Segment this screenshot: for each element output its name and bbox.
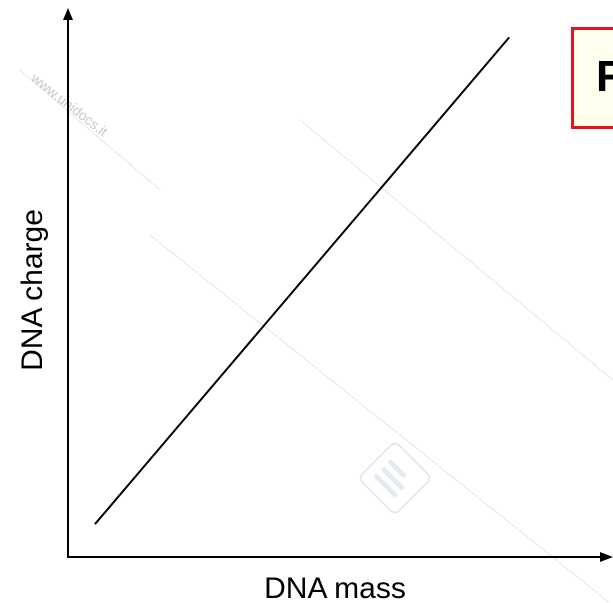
y-axis-title: DNA charge	[16, 209, 49, 371]
callout-text: R	[596, 52, 613, 101]
watermark-text: www.unidocs.it	[27, 69, 111, 139]
unidocs-logo-icon	[359, 442, 431, 514]
y-axis-arrow-icon	[63, 8, 73, 20]
watermark-lines	[19, 69, 613, 603]
series-line-0	[94, 36, 510, 525]
x-axis-title: DNA mass	[264, 572, 406, 603]
callout-box: R	[571, 27, 613, 129]
x-axis-arrow-icon	[600, 552, 613, 562]
series-layer	[94, 36, 510, 525]
